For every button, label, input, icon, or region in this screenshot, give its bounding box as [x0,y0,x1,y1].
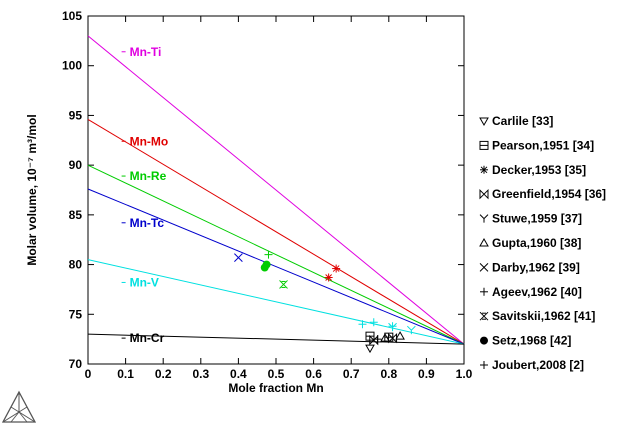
legend-entry-label: Joubert,2008 [2] [492,358,584,372]
data-point-asterisk [324,273,333,282]
y-tick-label: 90 [69,158,83,172]
legend-marker-tri-up [479,237,489,247]
x-tick-label: 1.0 [456,367,473,381]
series-line-mn-re [87,164,465,345]
legend-entry-label: Gupta,1960 [38] [492,236,581,250]
x-tick-label: 0.1 [117,367,134,381]
series-label-mn-cr: Mn-Cr [130,331,165,345]
y-tick-label: 100 [62,59,82,73]
series-line-mn-tc [87,188,465,345]
legend-entry-label: Carlile [33] [492,114,553,128]
data-point-plus [369,318,378,327]
series-line-mn-v [87,259,465,345]
data-point-plus [264,250,273,259]
x-tick-label: 0.8 [380,367,397,381]
legend-marker-plus [480,287,488,296]
x-tick-label: 0.9 [418,367,435,381]
data-point-y [407,325,416,335]
data-point-tri-up [395,331,405,340]
legend-marker-dot [480,336,488,345]
data-point-plus [358,320,367,329]
x-tick-label: 0.4 [230,367,247,381]
x-tick-label: 0.2 [155,367,172,381]
x-tick-label: 0.3 [192,367,209,381]
experimental-points [234,250,416,354]
data-point-tri-up [380,333,390,342]
legend-entry-label: Savitskii,1962 [41] [492,309,595,323]
x-axis-title: Mole fraction Mn [228,381,323,395]
legend-marker-asterisk [480,165,488,174]
series-label-mn-mo: Mn-Mo [130,134,169,148]
x-tick-label: 0.7 [343,367,360,381]
legend-entry-label: Darby,1962 [39] [492,260,580,274]
y-tick-label: 85 [69,208,83,222]
series-label-mn-re: Mn-Re [130,169,167,183]
data-point-plus [373,335,382,344]
legend-entry-label: Decker,1953 [35] [492,163,586,177]
data-point-plus [388,322,397,331]
x-tick-label: 0 [85,367,92,381]
x-tick-label: 0.5 [268,367,285,381]
legend-marker-x-hash [479,311,489,321]
x-tick-label: 0.6 [305,367,322,381]
series-lines [87,35,465,345]
data-point-x-hash [279,280,288,289]
x-axis: 0 0.1 0.2 0.3 0.4 0.5 0.6 0.7 0.8 0.9 1.0 [85,16,473,381]
series-label-mn-v: Mn-V [130,275,159,289]
series-label-mn-ti: Mn-Ti [130,45,162,59]
legend-entry-label: Pearson,1951 [34] [492,138,594,152]
series-labels: Mn-Ti Mn-Mo Mn-Re Mn-Tc Mn-V Mn-Cr [121,45,169,345]
y-tick-label: 70 [69,357,83,371]
legend-marker-plus [480,361,488,369]
y-tick-label: 95 [69,108,83,122]
legend-marker-tri-down [479,117,489,127]
legend-marker-x [479,263,489,272]
legend-entry-label: Greenfield,1954 [36] [492,187,606,201]
legend-marker-square-dot [479,140,489,150]
y-tick-label: 80 [69,258,83,272]
y-tick-label: 105 [62,9,82,23]
legend-entry-label: Setz,1968 [42] [492,334,571,348]
y-axis-title: Molar volume, 10⁻⁷ m³/mol [25,114,39,265]
legend-marker-bowtie [479,188,489,200]
series-label-mn-tc: Mn-Tc [130,216,165,230]
series-line-mn-mo [87,118,465,345]
y-tick-label: 75 [69,307,83,321]
legend-marker-y [479,214,489,223]
data-point-tri-down [365,344,375,354]
data-point-dot [262,260,271,269]
legend: Carlile [33] Pearson,1951 [34] Decker,1953… [479,114,606,372]
data-point-x [234,253,243,262]
series-line-mn-cr [87,333,465,345]
y-axis: 70 75 80 85 90 95 100 105 [62,9,464,371]
thermo-calc-logo-icon [1,390,37,423]
legend-entry-label: Ageev,1962 [40] [492,285,582,299]
legend-entry-label: Stuwe,1959 [37] [492,212,582,226]
series-line-mn-ti [87,35,465,345]
data-point-asterisk [332,264,341,273]
